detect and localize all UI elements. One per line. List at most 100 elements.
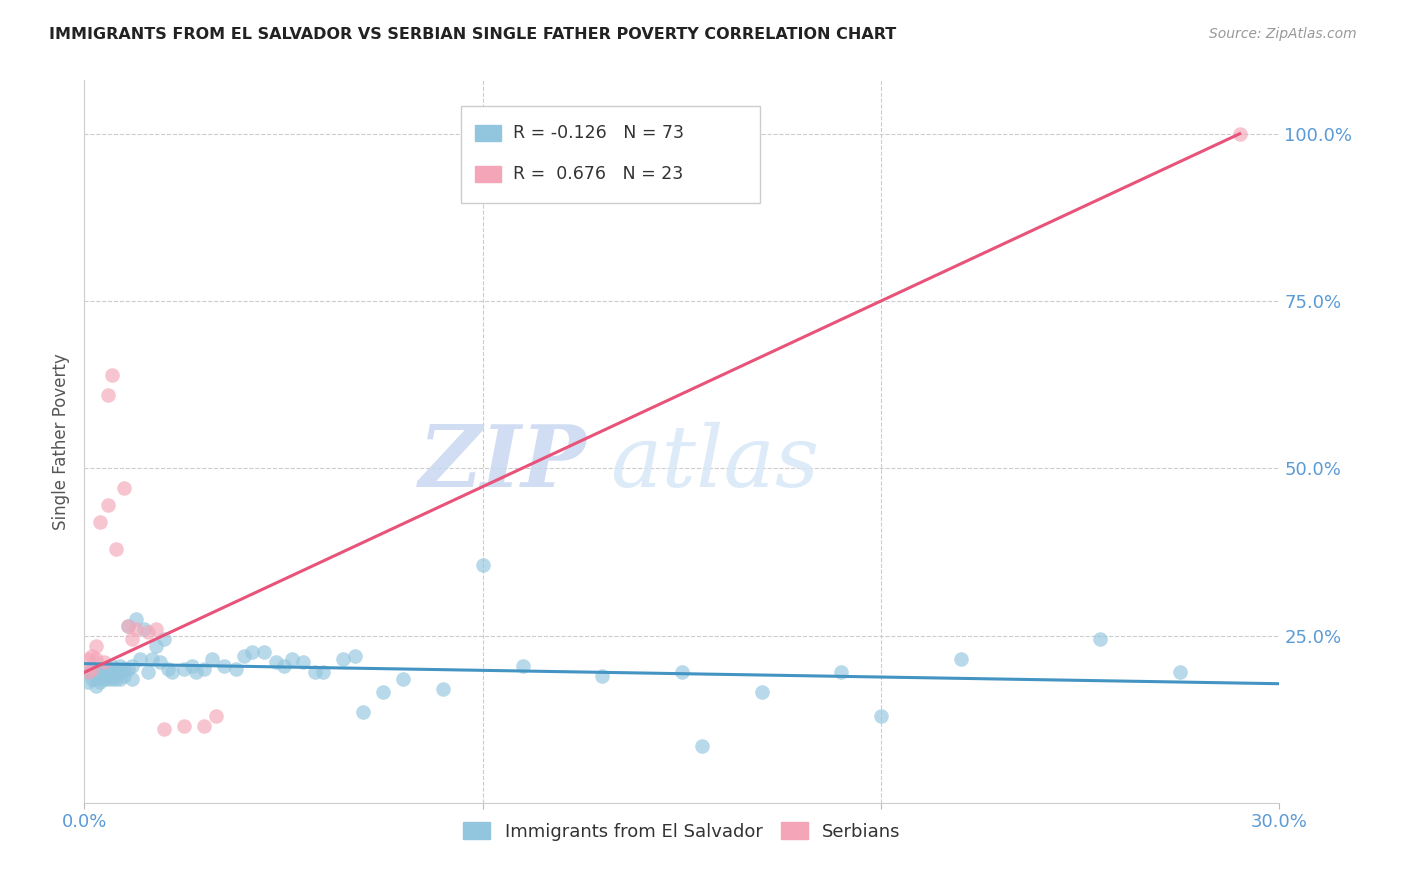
Point — [121, 658, 143, 673]
Point — [136, 625, 159, 640]
Point — [129, 652, 152, 666]
Point — [512, 658, 534, 673]
Point — [304, 665, 326, 680]
Point — [373, 685, 395, 699]
Point — [105, 541, 128, 556]
Text: IMMIGRANTS FROM EL SALVADOR VS SERBIAN SINGLE FATHER POVERTY CORRELATION CHART: IMMIGRANTS FROM EL SALVADOR VS SERBIAN S… — [49, 27, 897, 42]
Point — [181, 658, 204, 673]
Text: Source: ZipAtlas.com: Source: ZipAtlas.com — [1209, 27, 1357, 41]
Point — [86, 652, 108, 666]
Text: atlas: atlas — [610, 422, 820, 505]
Text: R = -0.126   N = 73: R = -0.126 N = 73 — [513, 124, 685, 142]
Text: ZIP: ZIP — [419, 421, 586, 505]
Point — [432, 681, 454, 696]
Point — [86, 662, 108, 676]
Point — [201, 652, 224, 666]
Point — [97, 662, 120, 676]
Point — [292, 655, 315, 669]
Point — [110, 658, 132, 673]
Point — [690, 739, 713, 753]
Point — [671, 665, 693, 680]
Point — [136, 665, 159, 680]
Point — [949, 652, 972, 666]
Point — [93, 672, 115, 686]
Point — [82, 662, 104, 676]
Point — [93, 655, 115, 669]
Point — [101, 658, 124, 673]
Point — [352, 706, 374, 720]
Point — [86, 639, 108, 653]
Point — [82, 665, 104, 680]
Point — [125, 622, 148, 636]
Point — [225, 662, 247, 676]
FancyBboxPatch shape — [461, 105, 759, 203]
Point — [1090, 632, 1112, 646]
Point — [89, 515, 111, 529]
Point — [145, 622, 167, 636]
Point — [121, 632, 143, 646]
Point — [101, 665, 124, 680]
Y-axis label: Single Father Poverty: Single Father Poverty — [52, 353, 70, 530]
Point — [112, 482, 135, 496]
Point — [77, 652, 100, 666]
Point — [149, 655, 172, 669]
Point — [97, 672, 120, 686]
Point — [121, 672, 143, 686]
Point — [273, 658, 295, 673]
Point — [105, 672, 128, 686]
Point — [173, 719, 195, 733]
Point — [1168, 665, 1191, 680]
Point — [86, 679, 108, 693]
Point — [1229, 127, 1251, 141]
Point — [97, 387, 120, 401]
Point — [112, 669, 135, 683]
Point — [280, 652, 302, 666]
Point — [117, 618, 139, 632]
Point — [93, 669, 115, 683]
Point — [157, 662, 180, 676]
Legend: Immigrants from El Salvador, Serbians: Immigrants from El Salvador, Serbians — [456, 815, 908, 848]
Point — [101, 672, 124, 686]
Point — [110, 672, 132, 686]
Point — [830, 665, 852, 680]
Point — [751, 685, 773, 699]
Point — [89, 675, 111, 690]
Point — [77, 665, 100, 680]
Point — [193, 719, 215, 733]
Point — [97, 665, 120, 680]
Text: R =  0.676   N = 23: R = 0.676 N = 23 — [513, 165, 683, 183]
Point — [132, 622, 156, 636]
Point — [232, 648, 254, 663]
Point — [312, 665, 335, 680]
Point — [264, 655, 287, 669]
Point — [97, 498, 120, 512]
Point — [77, 665, 100, 680]
Point — [112, 662, 135, 676]
Point — [117, 662, 139, 676]
Bar — [475, 166, 502, 182]
Point — [153, 632, 176, 646]
Point — [141, 652, 163, 666]
Point — [105, 662, 128, 676]
Point — [110, 665, 132, 680]
Point — [212, 658, 235, 673]
Point — [160, 665, 183, 680]
Point — [145, 639, 167, 653]
Point — [101, 368, 124, 382]
Point — [332, 652, 354, 666]
Point — [82, 672, 104, 686]
Point — [77, 675, 100, 690]
Bar — [475, 125, 502, 141]
Point — [89, 662, 111, 676]
Point — [392, 672, 415, 686]
Point — [117, 618, 139, 632]
Point — [253, 645, 276, 659]
Point — [184, 665, 207, 680]
Point — [125, 612, 148, 626]
Point — [89, 665, 111, 680]
Point — [173, 662, 195, 676]
Point — [205, 708, 228, 723]
Point — [471, 558, 494, 573]
Point — [240, 645, 263, 659]
Point — [870, 708, 893, 723]
